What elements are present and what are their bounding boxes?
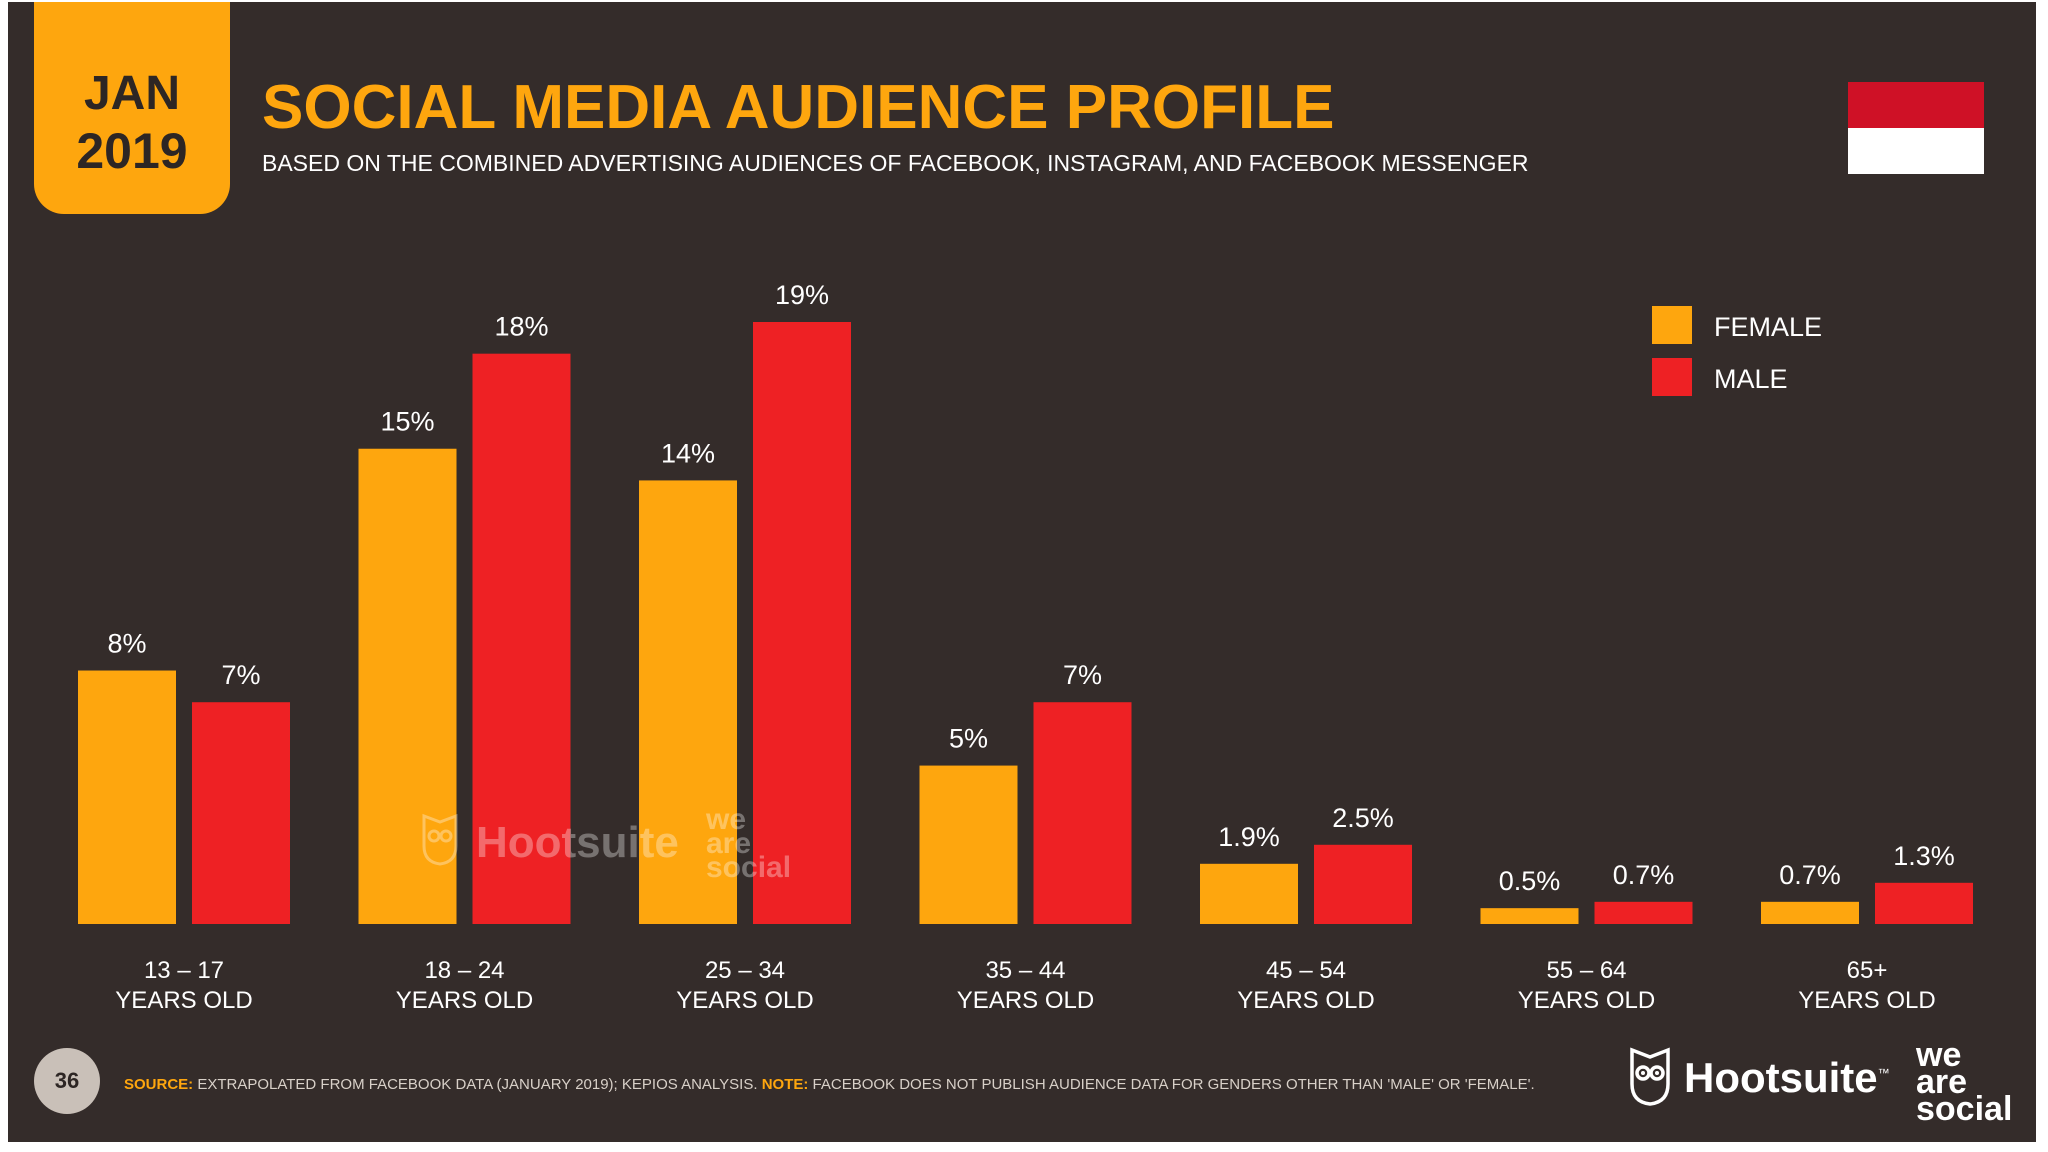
note-text: FACEBOOK DOES NOT PUBLISH AUDIENCE DATA … xyxy=(812,1076,1535,1093)
data-label-male-5: 0.7% xyxy=(1613,860,1675,890)
indonesia-flag-icon xyxy=(1848,82,1984,174)
category-range-0: 13 – 17 xyxy=(144,957,224,984)
bar-male-1 xyxy=(472,353,571,924)
page-subtitle: BASED ON THE COMBINED ADVERTISING AUDIEN… xyxy=(262,150,1529,176)
bar-female-2 xyxy=(639,480,737,924)
category-unit-5: YEARS OLD xyxy=(1518,987,1655,1014)
logo-social: social xyxy=(1916,1090,2013,1128)
watermark-brand: Hootsuite xyxy=(476,818,679,867)
data-label-female-1: 15% xyxy=(380,407,434,437)
owl-watermark-icon xyxy=(422,813,458,866)
data-label-male-2: 19% xyxy=(775,280,829,310)
watermark-social: social xyxy=(706,851,792,884)
bar-female-1 xyxy=(358,448,457,924)
trademark: ™ xyxy=(1877,1066,1890,1080)
date-year: 2019 xyxy=(76,123,188,179)
category-unit-4: YEARS OLD xyxy=(1237,987,1374,1014)
bar-male-6 xyxy=(1875,882,1973,924)
category-range-6: 65+ xyxy=(1847,957,1888,984)
bar-male-0 xyxy=(192,702,290,924)
watermark-we: we xyxy=(706,803,747,836)
legend-label-female: FEMALE xyxy=(1714,312,1823,342)
source-key: SOURCE: xyxy=(124,1076,194,1093)
bar-male-3 xyxy=(1033,702,1132,924)
flag-bottom-band xyxy=(1848,128,1984,174)
hootsuite-logo-text: Hootsuite xyxy=(1684,1054,1878,1101)
data-label-male-6: 1.3% xyxy=(1893,841,1955,871)
category-range-4: 45 – 54 xyxy=(1266,957,1346,984)
bar-female-3 xyxy=(919,765,1018,924)
logo-are: are xyxy=(1916,1063,1968,1101)
bar-female-4 xyxy=(1200,863,1298,924)
slide: JAN 2019 SOCIAL MEDIA AUDIENCE PROFILE B… xyxy=(8,2,2036,1142)
data-label-female-2: 14% xyxy=(661,438,715,468)
flag-top-band xyxy=(1848,82,1984,128)
note-key: NOTE: xyxy=(761,1076,809,1093)
bar-male-5 xyxy=(1594,901,1693,924)
bar-male-4 xyxy=(1314,844,1412,924)
we-are-social-logo: we are social xyxy=(1916,1036,2013,1128)
category-range-1: 18 – 24 xyxy=(424,957,504,984)
category-range-5: 55 – 64 xyxy=(1546,957,1626,984)
bar-female-6 xyxy=(1761,901,1859,924)
data-label-female-4: 1.9% xyxy=(1218,822,1280,852)
watermark-we-are-social: we are social xyxy=(706,803,792,884)
bar-female-0 xyxy=(78,670,176,924)
bar-male-2 xyxy=(753,322,851,924)
watermark-are: are xyxy=(706,827,752,860)
category-range-2: 25 – 34 xyxy=(705,957,785,984)
category-unit-0: YEARS OLD xyxy=(115,987,252,1014)
data-label-male-3: 7% xyxy=(1063,660,1102,690)
legend-label-male: MALE xyxy=(1714,364,1788,394)
logo-we: we xyxy=(1916,1036,1962,1074)
data-label-male-1: 18% xyxy=(494,312,548,342)
footer-source-note: SOURCE: EXTRAPOLATED FROM FACEBOOK DATA … xyxy=(124,1076,1535,1093)
legend-swatch-female xyxy=(1652,306,1692,344)
data-label-female-0: 8% xyxy=(107,629,146,659)
bar-chart: 8% 7% 13 – 17 YEARS OLD 15% 18% 18 – 24 YEARS O… xyxy=(78,280,1973,1014)
data-label-female-5: 0.5% xyxy=(1499,866,1561,896)
category-range-3: 35 – 44 xyxy=(985,957,1065,984)
category-unit-3: YEARS OLD xyxy=(957,987,1094,1014)
date-badge: JAN 2019 xyxy=(34,2,230,214)
legend-swatch-male xyxy=(1652,358,1692,396)
source-text: EXTRAPOLATED FROM FACEBOOK DATA (JANUARY… xyxy=(197,1076,758,1093)
bar-female-5 xyxy=(1480,908,1579,924)
category-unit-1: YEARS OLD xyxy=(396,987,533,1014)
hootsuite-logo: Hootsuite™ xyxy=(1684,1054,1890,1102)
data-label-male-4: 2.5% xyxy=(1332,803,1394,833)
data-label-female-6: 0.7% xyxy=(1779,860,1841,890)
category-unit-2: YEARS OLD xyxy=(676,987,813,1014)
page-title: SOCIAL MEDIA AUDIENCE PROFILE xyxy=(262,73,1335,142)
page-number: 36 xyxy=(34,1048,100,1114)
date-month: JAN xyxy=(83,67,181,120)
hootsuite-owl-icon xyxy=(1630,1047,1670,1106)
data-label-female-3: 5% xyxy=(949,724,988,754)
category-unit-6: YEARS OLD xyxy=(1798,987,1935,1014)
data-label-male-0: 7% xyxy=(221,660,260,690)
